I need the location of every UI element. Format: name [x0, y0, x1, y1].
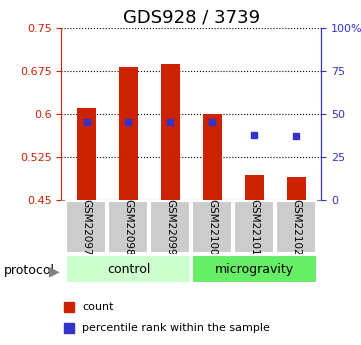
- Bar: [77, 108, 96, 200]
- Bar: [245, 175, 264, 200]
- Text: GSM22099: GSM22099: [165, 198, 175, 255]
- FancyBboxPatch shape: [150, 201, 190, 253]
- FancyBboxPatch shape: [192, 201, 232, 253]
- Bar: [161, 64, 180, 200]
- Bar: [203, 114, 222, 200]
- Title: GDS928 / 3739: GDS928 / 3739: [123, 8, 260, 26]
- Bar: [119, 67, 138, 200]
- Text: control: control: [107, 263, 150, 276]
- Text: GSM22100: GSM22100: [207, 199, 217, 255]
- FancyBboxPatch shape: [108, 201, 148, 253]
- Text: percentile rank within the sample: percentile rank within the sample: [82, 323, 270, 333]
- Text: GSM22097: GSM22097: [82, 198, 92, 255]
- Text: GSM22098: GSM22098: [123, 198, 134, 255]
- FancyBboxPatch shape: [234, 201, 274, 253]
- Text: protocol: protocol: [4, 264, 55, 277]
- Bar: [287, 177, 305, 200]
- FancyBboxPatch shape: [275, 201, 316, 253]
- Text: GSM22102: GSM22102: [291, 198, 301, 255]
- FancyBboxPatch shape: [66, 201, 106, 253]
- Text: GSM22101: GSM22101: [249, 198, 259, 255]
- Text: count: count: [82, 302, 114, 312]
- FancyBboxPatch shape: [192, 255, 317, 283]
- Text: microgravity: microgravity: [215, 263, 294, 276]
- FancyBboxPatch shape: [66, 255, 191, 283]
- Text: ▶: ▶: [49, 264, 59, 278]
